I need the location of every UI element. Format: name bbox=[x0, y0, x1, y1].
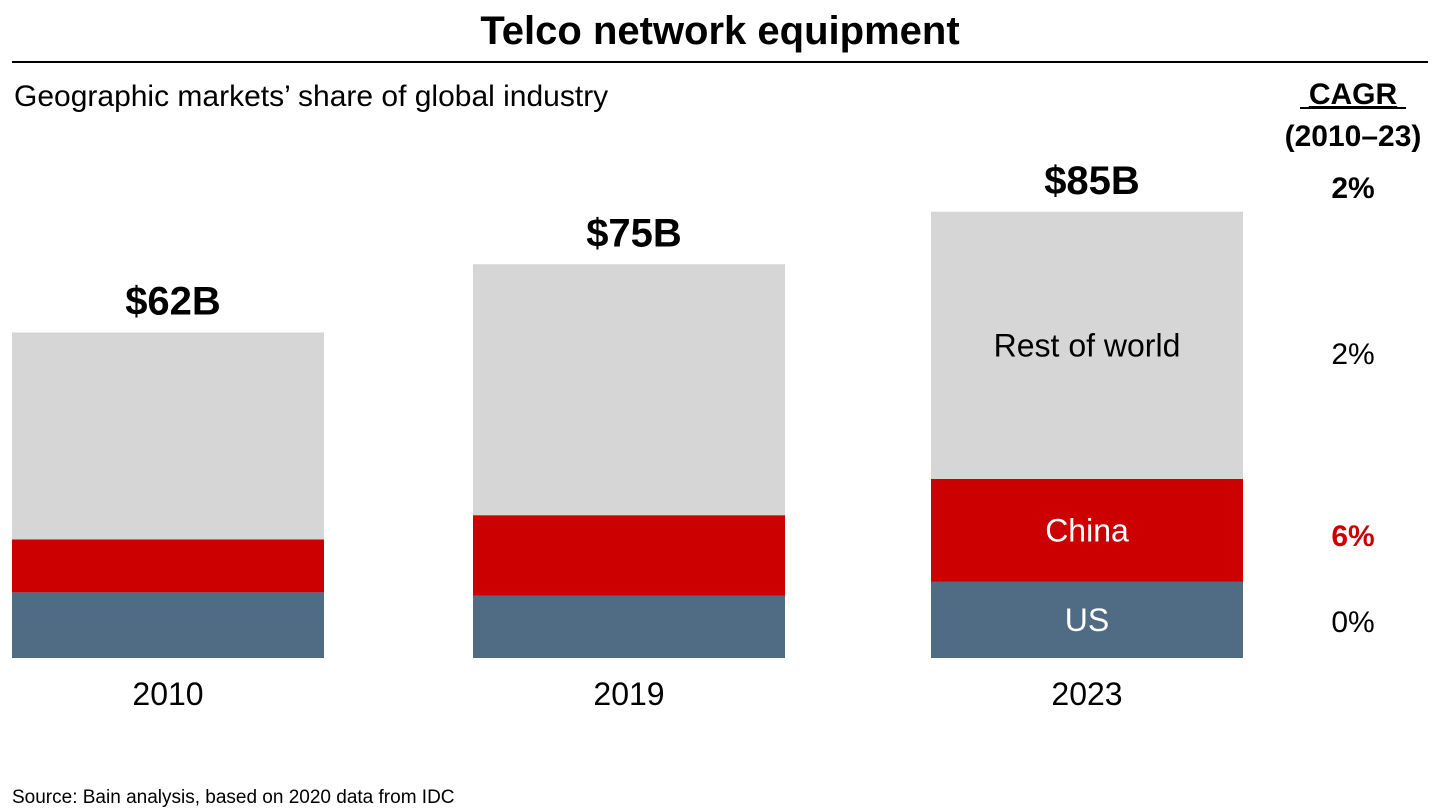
cagr-header: CAGR bbox=[1309, 78, 1398, 111]
source-note: Source: Bain analysis, based on 2020 dat… bbox=[12, 787, 455, 808]
x-tick-label-2010: 2010 bbox=[132, 676, 203, 712]
total-label-2010: $62B bbox=[125, 280, 221, 324]
bar-segment-china-2023 bbox=[931, 478, 1243, 582]
cagr-period: (2010–23) bbox=[1285, 120, 1422, 153]
x-tick-label-2019: 2019 bbox=[593, 676, 664, 712]
bar-segment-us-2019 bbox=[473, 595, 785, 658]
bar-segment-china-2019 bbox=[473, 515, 785, 596]
cagr-rest-of-world: 2% bbox=[1331, 338, 1374, 371]
x-tick-label-2023: 2023 bbox=[1051, 676, 1122, 712]
segment-label-rest-of-world: Rest of world bbox=[994, 327, 1181, 363]
bar-segment-rest-of-world-2010 bbox=[12, 332, 324, 540]
cagr-us: 0% bbox=[1331, 606, 1374, 639]
chart-title: Telco network equipment bbox=[480, 9, 959, 53]
bar-segment-rest-of-world-2023 bbox=[931, 211, 1243, 479]
chart-subtitle: Geographic markets’ share of global indu… bbox=[14, 80, 608, 113]
segment-label-china: China bbox=[1045, 512, 1129, 548]
bar-segment-rest-of-world-2019 bbox=[473, 264, 785, 516]
bars: $62B 2010 $75B 2019 US China Rest of world $85B… bbox=[12, 159, 1243, 712]
cagr-total: 2% bbox=[1331, 172, 1374, 205]
bar-segment-us-2010 bbox=[12, 592, 324, 658]
segment-label-us: US bbox=[1065, 602, 1109, 638]
bar-segment-china-2010 bbox=[12, 539, 324, 593]
total-label-2023: $85B bbox=[1044, 159, 1140, 203]
total-label-2019: $75B bbox=[586, 211, 682, 255]
bar-segment-us-2023 bbox=[931, 581, 1243, 658]
cagr-china: 6% bbox=[1331, 520, 1374, 553]
